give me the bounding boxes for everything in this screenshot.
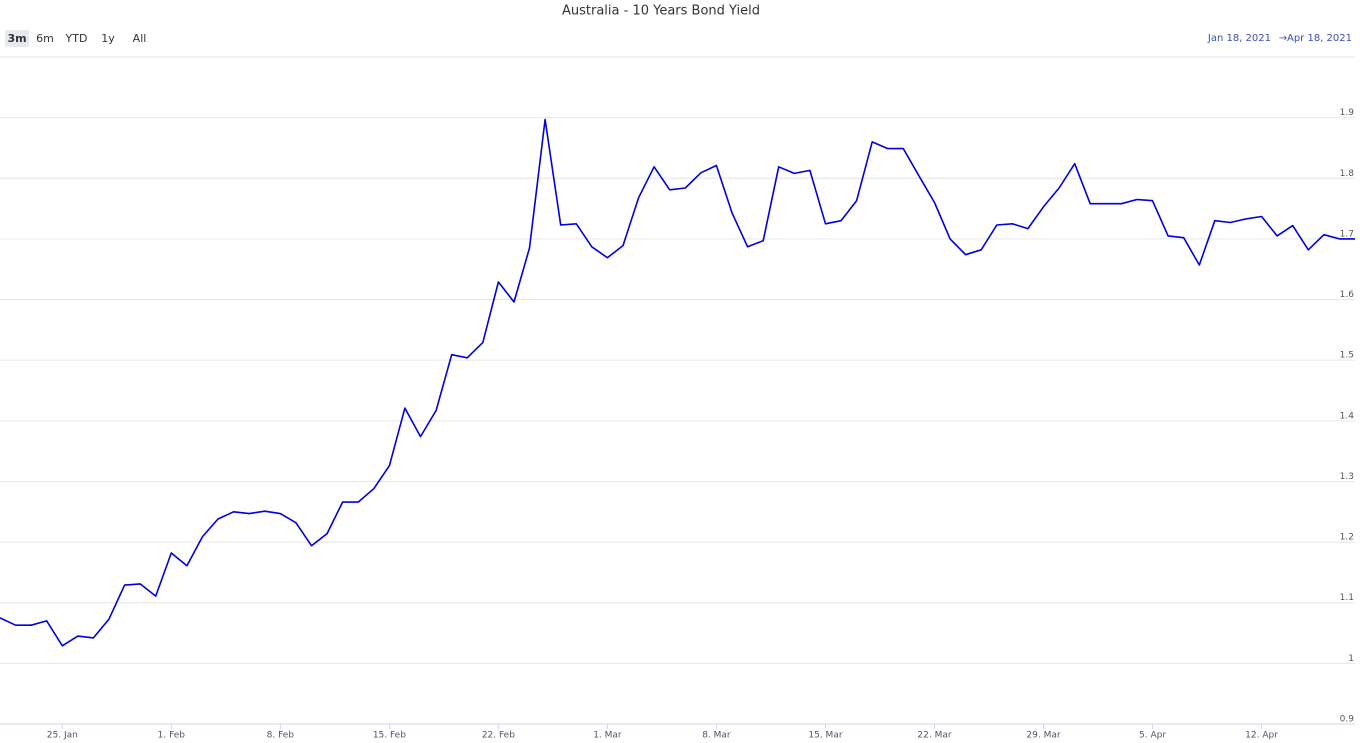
range-from[interactable]: Jan 18, 2021	[1207, 33, 1271, 44]
x-tick-label: 15. Mar	[808, 731, 842, 741]
x-tick-label: 8. Feb	[267, 731, 295, 741]
range-button[interactable]: All	[133, 32, 147, 45]
range-button[interactable]: 3m	[7, 32, 26, 45]
y-tick-label: 1.4	[1340, 411, 1355, 421]
range-button[interactable]: 1y	[101, 32, 115, 45]
range-button[interactable]: YTD	[65, 32, 88, 45]
x-tick-label: 1. Feb	[158, 731, 186, 741]
y-tick-label: 0.9	[1340, 715, 1355, 725]
y-tick-label: 1	[1348, 654, 1354, 664]
x-tick-label: 8. Mar	[702, 731, 731, 741]
y-tick-label: 1.5	[1340, 351, 1354, 361]
y-tick-label: 1.9	[1340, 108, 1355, 118]
x-tick-label: 29. Mar	[1026, 731, 1060, 741]
range-button[interactable]: 6m	[36, 32, 54, 45]
y-tick-label: 1.8	[1340, 169, 1355, 179]
x-tick-label: 5. Apr	[1139, 731, 1166, 741]
y-tick-label: 1.7	[1340, 229, 1354, 239]
x-tick-label: 25. Jan	[47, 731, 78, 741]
x-tick-label: 1. Mar	[593, 731, 622, 741]
y-tick-label: 1.3	[1340, 472, 1354, 482]
y-tick-label: 1.1	[1340, 593, 1354, 603]
x-tick-label: 22. Mar	[917, 731, 951, 741]
chart-title: Australia - 10 Years Bond Yield	[562, 4, 760, 19]
y-tick-label: 1.2	[1340, 533, 1354, 543]
line-series	[0, 118, 1355, 647]
range-button-bg	[5, 30, 29, 47]
range-separator: →	[1279, 33, 1287, 44]
x-tick-label: 15. Feb	[373, 731, 406, 741]
x-tick-label: 22. Feb	[482, 731, 515, 741]
x-tick-label: 12. Apr	[1245, 731, 1278, 741]
range-to[interactable]: Apr 18, 2021	[1287, 33, 1352, 44]
y-tick-label: 1.6	[1340, 290, 1355, 300]
